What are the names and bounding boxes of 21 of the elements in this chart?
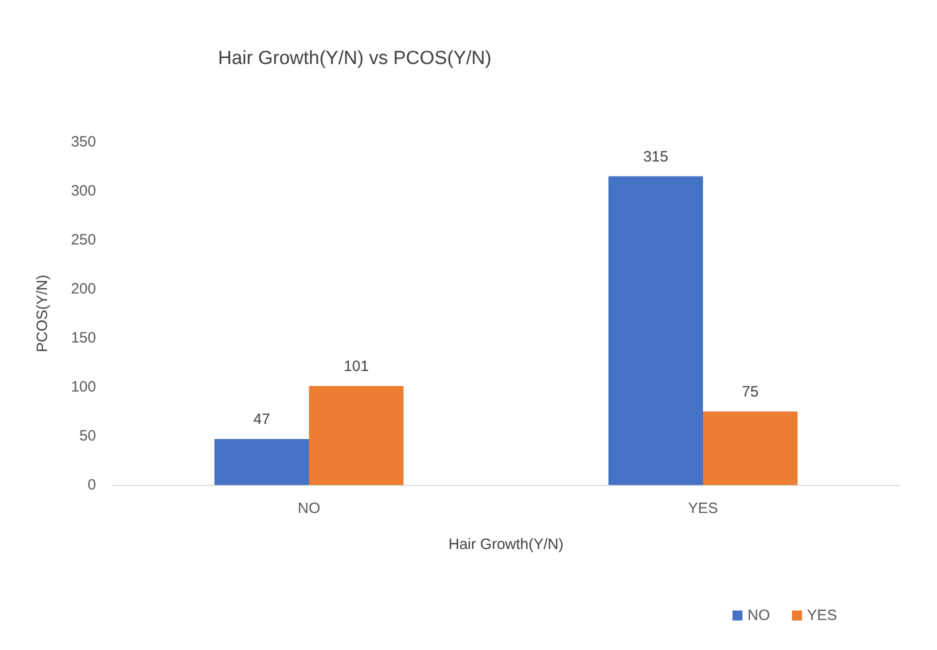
y-tick-label: 350 xyxy=(70,134,96,150)
data-label: 75 xyxy=(742,384,759,400)
y-tick-label: 250 xyxy=(70,232,96,248)
y-tick-label: 0 xyxy=(88,476,96,494)
data-label: 47 xyxy=(253,410,270,428)
legend-label: YES xyxy=(806,607,837,624)
y-tick-label: 300 xyxy=(70,182,96,200)
bar xyxy=(214,438,309,485)
y-tick-label: 100 xyxy=(70,378,96,396)
chart-title: Hair Growth(Y/N) vs PCOS(Y/N) xyxy=(218,48,492,69)
bar xyxy=(703,412,798,485)
data-label: 101 xyxy=(344,358,369,376)
data-label: 315 xyxy=(643,148,668,166)
y-axis-title: PCOS(Y/N) xyxy=(34,274,51,352)
y-tick-label: 150 xyxy=(70,330,96,346)
legend-label: NO xyxy=(747,607,770,624)
bar xyxy=(309,386,404,485)
x-axis-title: Hair Growth(Y/N) xyxy=(448,536,564,553)
y-tick-label: 200 xyxy=(70,280,96,298)
y-tick-label: 50 xyxy=(79,428,96,444)
bar xyxy=(608,176,703,485)
